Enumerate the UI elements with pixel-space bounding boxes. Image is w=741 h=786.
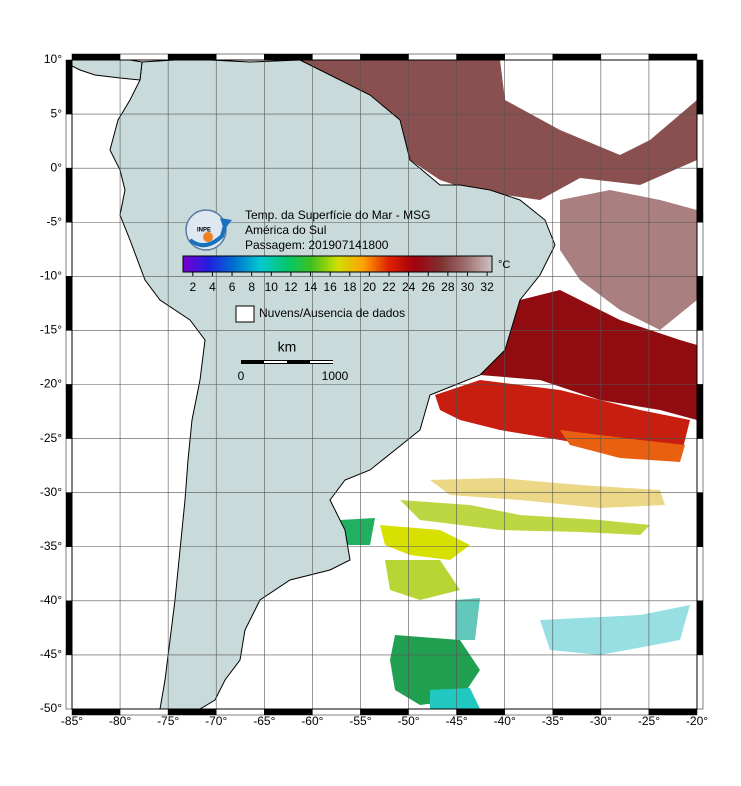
frame-segment <box>696 492 704 547</box>
x-tick-label: -85° <box>61 714 83 728</box>
scale-label: 0 <box>238 369 245 383</box>
x-tick-label: -35° <box>542 714 564 728</box>
colorbar-tick-label: 16 <box>323 280 337 294</box>
sst-field <box>300 60 697 709</box>
colorbar-tick-label: 28 <box>441 280 455 294</box>
x-tick-label: -40° <box>494 714 516 728</box>
x-tick-label: -65° <box>253 714 275 728</box>
frame-segment <box>65 59 73 115</box>
colorbar-tick-label: 30 <box>461 280 475 294</box>
y-tick-label: -45° <box>40 647 62 661</box>
y-tick-label: -20° <box>40 377 62 391</box>
frame-segment <box>119 53 169 61</box>
y-tick-label: -40° <box>40 593 62 607</box>
y-tick-label: 0° <box>51 160 63 174</box>
colorbar-tick-label: 32 <box>480 280 494 294</box>
frame-segment <box>696 167 704 223</box>
colorbar-tick-label: 2 <box>189 280 196 294</box>
frame-segment <box>71 53 121 61</box>
colorbar-tick-label: 8 <box>248 280 255 294</box>
scale-bar <box>264 361 287 363</box>
colorbar-tick-label: 20 <box>363 280 377 294</box>
frame-segment <box>504 53 554 61</box>
frame-segment <box>65 438 73 493</box>
legend-text: Nuvens/Ausencia de dados <box>259 306 405 320</box>
frame-segment <box>65 654 73 710</box>
frame-segment <box>696 222 704 277</box>
colorbar-tick-label: 18 <box>343 280 357 294</box>
frame-segment <box>65 276 73 331</box>
frame-segment <box>696 384 704 439</box>
frame-segment <box>648 53 698 61</box>
frame-segment <box>65 330 73 385</box>
frame-segment <box>696 546 704 602</box>
y-tick-label: 5° <box>51 106 63 120</box>
title-line: América do Sul <box>245 223 326 237</box>
x-tick-label: -30° <box>590 714 612 728</box>
x-tick-label: -20° <box>686 714 708 728</box>
scale-unit: km <box>278 339 297 355</box>
frame-segment <box>552 53 602 61</box>
y-tick-label: -50° <box>40 701 62 715</box>
frame-segment <box>65 600 73 656</box>
frame-segment <box>65 384 73 439</box>
frame-segment <box>696 654 704 710</box>
y-tick-label: -5° <box>47 214 63 228</box>
x-tick-label: -80° <box>109 714 131 728</box>
frame-segment <box>264 53 313 61</box>
colorbar-tick-label: 14 <box>304 280 318 294</box>
frame-segment <box>696 438 704 493</box>
scale-label: 1000 <box>322 369 349 383</box>
y-tick-label: -10° <box>40 269 62 283</box>
frame-segment <box>65 492 73 547</box>
colorbar-tick-label: 12 <box>284 280 298 294</box>
frame-segment <box>65 167 73 223</box>
frame-border <box>71 59 698 710</box>
legend-swatch <box>235 305 255 323</box>
frame-segment <box>65 222 73 277</box>
colorbar-tick-label: 24 <box>402 280 416 294</box>
y-tick-label: -30° <box>40 485 62 499</box>
x-tick-label: -70° <box>205 714 227 728</box>
title-line: Temp. da Superfície do Mar - MSG <box>245 208 430 222</box>
frame-segment <box>600 53 650 61</box>
colorbar-unit: °C <box>498 259 510 271</box>
y-tick-label: -15° <box>40 323 62 337</box>
y-tick-label: -25° <box>40 431 62 445</box>
frame-segment <box>360 53 409 61</box>
y-tick-label: -35° <box>40 539 62 553</box>
frame-segment <box>65 546 73 602</box>
x-tick-label: -25° <box>638 714 660 728</box>
logo-text: INPE <box>197 228 211 234</box>
frame-segment <box>167 53 217 61</box>
colorbar-tick-label: 4 <box>209 280 216 294</box>
frame-segment <box>696 59 704 115</box>
colorbar-tick-label: 10 <box>265 280 279 294</box>
x-tick-label: -60° <box>301 714 323 728</box>
frame-segment <box>456 53 505 61</box>
title-line: Passagem: 201907141800 <box>245 238 389 252</box>
x-tick-label: -55° <box>349 714 371 728</box>
frame-segment <box>408 53 457 61</box>
frame-segment <box>215 53 265 61</box>
frame-segment <box>312 53 361 61</box>
x-tick-label: -45° <box>446 714 468 728</box>
y-tick-label: 10° <box>44 52 62 66</box>
frame-segment <box>696 330 704 385</box>
scale-bar <box>310 361 333 363</box>
logo: INPE <box>185 209 232 251</box>
frame-segment <box>65 113 73 169</box>
x-tick-label: -50° <box>397 714 419 728</box>
frame-segment <box>696 276 704 331</box>
colorbar-tick-label: 6 <box>229 280 236 294</box>
colorbar-tick-label: 22 <box>382 280 396 294</box>
colorbar-tick-label: 26 <box>422 280 436 294</box>
colorbar <box>182 255 493 273</box>
frame-segment <box>696 600 704 656</box>
x-tick-label: -75° <box>157 714 179 728</box>
frame-segment <box>696 113 704 169</box>
